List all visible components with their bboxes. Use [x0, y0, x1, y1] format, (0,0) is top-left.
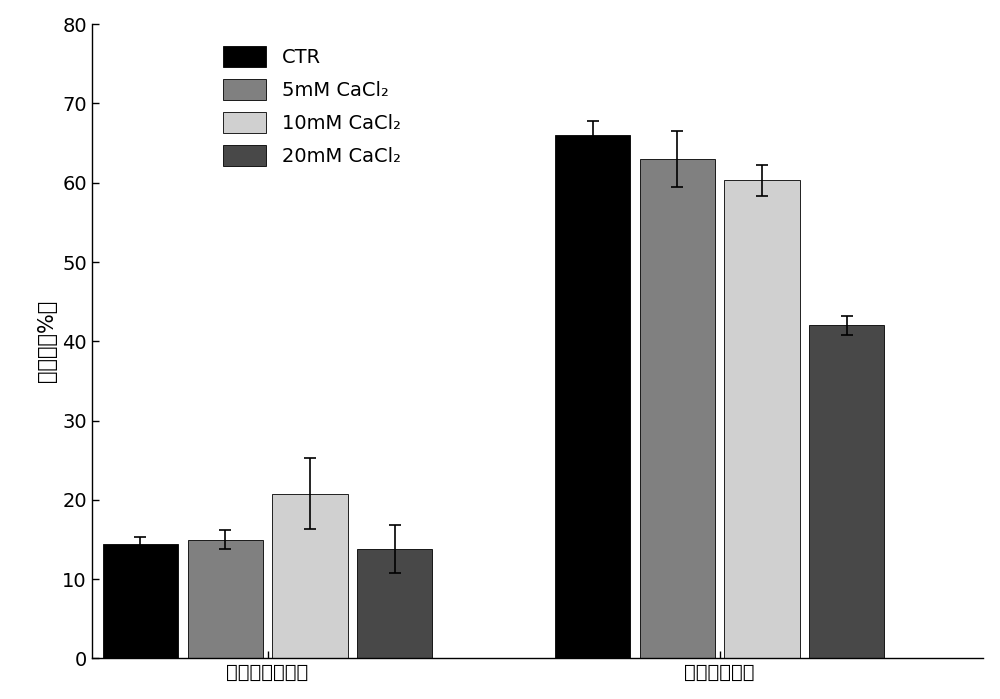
Bar	[809, 326, 884, 658]
Bar	[724, 180, 800, 658]
Bar	[357, 549, 432, 658]
Bar	[555, 135, 630, 658]
Y-axis label: 溶解度（%）: 溶解度（%）	[37, 300, 57, 382]
Bar	[188, 540, 263, 658]
Bar	[272, 493, 348, 658]
Legend: CTR, 5mM CaCl₂, 10mM CaCl₂, 20mM CaCl₂: CTR, 5mM CaCl₂, 10mM CaCl₂, 20mM CaCl₂	[217, 41, 406, 172]
Bar	[640, 159, 715, 658]
Bar	[103, 544, 178, 658]
